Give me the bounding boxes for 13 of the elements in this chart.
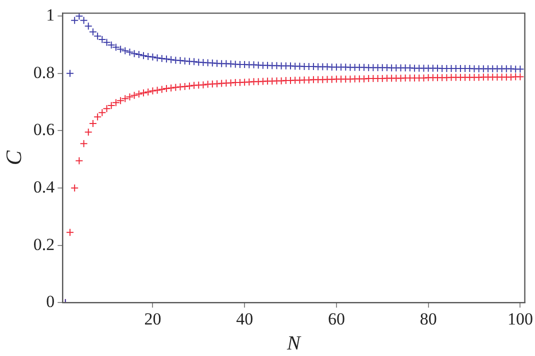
x-tick-label: 80 (420, 309, 437, 328)
y-tick-label: 0 (46, 292, 55, 312)
x-axis-title: N (286, 332, 302, 354)
y-axis-title: C (0, 150, 26, 166)
y-tick-label: 0.8 (33, 62, 55, 82)
x-tick-label: 60 (328, 309, 345, 328)
x-tick-label: 100 (507, 309, 533, 328)
x-tick-label: 20 (144, 309, 162, 328)
x-tick-label: 40 (236, 309, 254, 328)
y-tick-label: 0.6 (33, 120, 55, 140)
y-tick-label: 0.2 (33, 234, 55, 254)
y-tick-label: 1 (46, 6, 55, 25)
y-tick-label: 0.4 (33, 177, 56, 196)
